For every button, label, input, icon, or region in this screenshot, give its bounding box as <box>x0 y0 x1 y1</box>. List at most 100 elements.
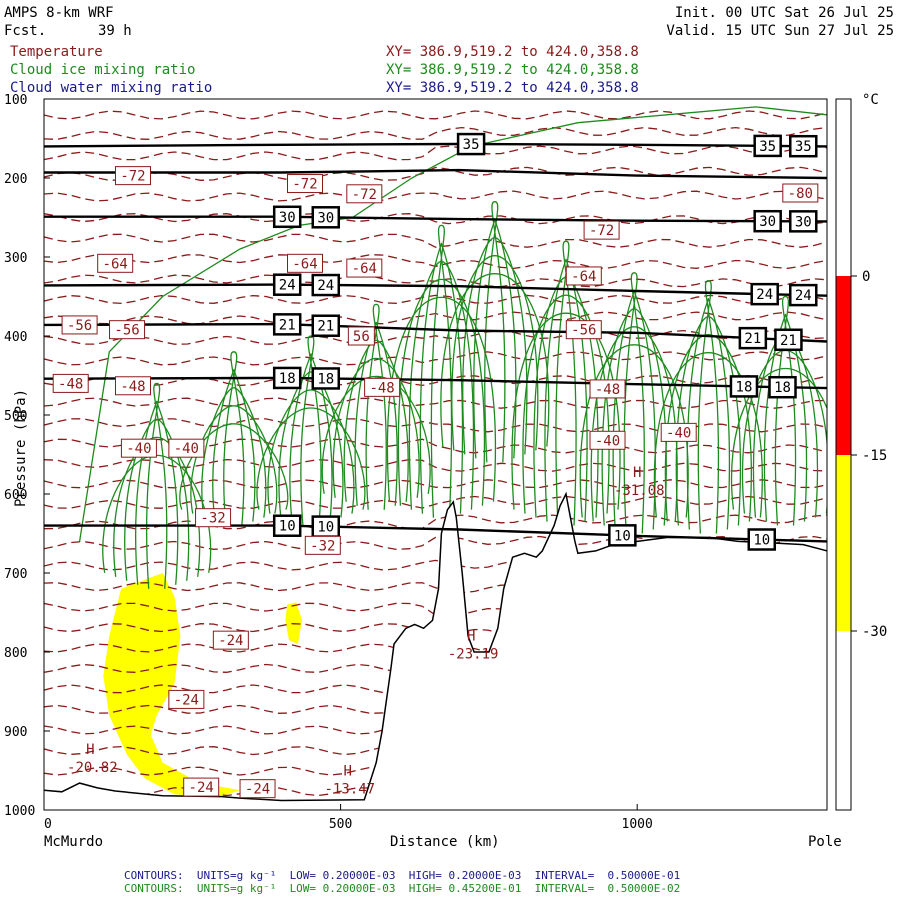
isentrope-label: 10 <box>614 528 631 544</box>
isentrope-label: 21 <box>744 331 761 347</box>
ice-contour <box>343 339 409 502</box>
extremum-value: -23.19 <box>448 646 499 662</box>
isentrope-label: 24 <box>795 288 812 304</box>
temperature-label: -56 <box>571 323 596 339</box>
x-axis-label: Distance (km) <box>390 834 500 850</box>
isentrope-label-box <box>789 134 818 158</box>
y-tick-label: 400 <box>4 330 27 345</box>
isentrope-line <box>44 376 827 390</box>
ice-contour <box>332 357 420 498</box>
ice-contour <box>697 280 720 534</box>
isentrope-label-box <box>272 273 302 296</box>
isentrope-label-box <box>768 375 797 399</box>
isentrope-label-box <box>311 314 341 337</box>
ice-contour <box>256 407 366 510</box>
temperature-label-box <box>782 183 819 203</box>
temperature-label-box <box>183 777 220 797</box>
ice-contour <box>408 260 475 510</box>
isentrope-label-box <box>789 210 818 233</box>
y-tick-label: 700 <box>4 567 27 582</box>
isentrope-label: 21 <box>279 317 296 333</box>
ice-contour <box>511 312 621 510</box>
isentrope-label: 18 <box>736 379 753 395</box>
isentrope-label-box <box>747 528 776 551</box>
temperature-contour <box>44 110 827 120</box>
ice-contour <box>190 405 278 514</box>
isentrope-line <box>44 322 827 343</box>
temperature-label-box <box>168 689 205 709</box>
isentrope-label: 18 <box>774 380 791 396</box>
temperature-label-box <box>52 373 89 393</box>
temperature-contour <box>44 294 827 305</box>
y-tick-label: 300 <box>4 251 27 266</box>
isentrope-label: 30 <box>279 210 296 226</box>
ice-contour <box>544 258 588 522</box>
contour-info-water: CONTOURS: UNITS=g kg⁻¹ LOW= 0.20000E-03 … <box>124 869 681 882</box>
isentrope-line <box>44 168 827 180</box>
temperature-label-box <box>346 258 383 278</box>
y-axis-label: Pressure (hPa) <box>13 388 30 508</box>
isentrope-line <box>44 215 827 223</box>
ice-contour <box>419 242 464 514</box>
x-end-label: Pole <box>808 834 842 850</box>
ice-contour <box>664 334 752 522</box>
forecast-hour: 39 h <box>98 23 132 39</box>
temperature-label: -48 <box>369 380 394 396</box>
temperature-label-box <box>114 166 151 186</box>
forecast-label: Fcst. <box>4 23 47 39</box>
temperature-contour <box>44 397 827 409</box>
temperature-label: -64 <box>292 256 317 272</box>
ice-contour <box>365 303 387 510</box>
temperature-label: -72 <box>589 223 614 239</box>
field-xy-cloud-water: XY= 386.9,519.2 to 424.0,358.8 <box>386 80 639 96</box>
model-title: AMPS 8-km WRF <box>4 5 114 21</box>
y-tick-label: 900 <box>4 725 27 740</box>
valid-time: Valid. 15 UTC Sun 27 Jul 25 <box>666 23 894 39</box>
temperature-contour <box>44 166 827 181</box>
isentrope-label: 35 <box>795 139 812 155</box>
y-tick-label: 1000 <box>4 804 35 819</box>
isentrope-label-box <box>729 375 759 398</box>
isentrope-label-box <box>272 313 302 336</box>
ice-contour <box>124 418 190 581</box>
isentrope-label-box <box>750 282 779 306</box>
temperature-contour <box>44 375 827 387</box>
temperature-label: -56 <box>67 318 92 334</box>
temperature-label: -64 <box>103 256 128 272</box>
temperature-label: -72 <box>120 169 145 185</box>
temperature-label: 56 <box>353 329 370 345</box>
temperature-contour <box>44 495 827 509</box>
extremum-value: -13.47 <box>324 782 375 798</box>
isentrope-label: 24 <box>317 278 334 294</box>
temperature-label: -72 <box>292 177 317 193</box>
temperature-label: -80 <box>788 186 813 202</box>
contour-info-ice: CONTOURS: UNITS=g kg⁻¹ LOW= 0.20000E-03 … <box>124 882 681 895</box>
ice-contour <box>354 321 398 506</box>
isentrope-line <box>44 283 827 297</box>
ice-contour <box>555 240 577 526</box>
ice-contour <box>300 335 322 526</box>
extremum-symbol: H <box>467 628 475 644</box>
isentrope-label: 35 <box>463 137 480 153</box>
colorbar-tick-label: -15 <box>862 448 887 464</box>
ice-contour <box>675 316 742 526</box>
isentrope-label-box <box>272 366 302 390</box>
temperature-label: -24 <box>218 633 243 649</box>
temperature-label: -48 <box>58 376 83 392</box>
x-tick-label: 0 <box>44 817 52 832</box>
isentrope-label-box <box>272 514 302 537</box>
temperature-label-box <box>212 630 249 650</box>
temperature-label: -48 <box>120 379 145 395</box>
temperature-contour <box>44 145 827 161</box>
ice-contour <box>289 353 333 522</box>
temperature-label: -24 <box>189 780 214 796</box>
temperature-label-box <box>195 508 232 528</box>
colorbar-tick-label: -30 <box>862 624 887 640</box>
temperature-label: -40 <box>595 433 620 449</box>
temperature-label-box <box>287 253 323 273</box>
y-tick-label: 200 <box>4 172 27 187</box>
ice-contour <box>135 400 179 585</box>
ice-contour <box>430 224 453 518</box>
temperature-label: -48 <box>595 382 620 398</box>
temperature-label-box <box>589 379 626 399</box>
